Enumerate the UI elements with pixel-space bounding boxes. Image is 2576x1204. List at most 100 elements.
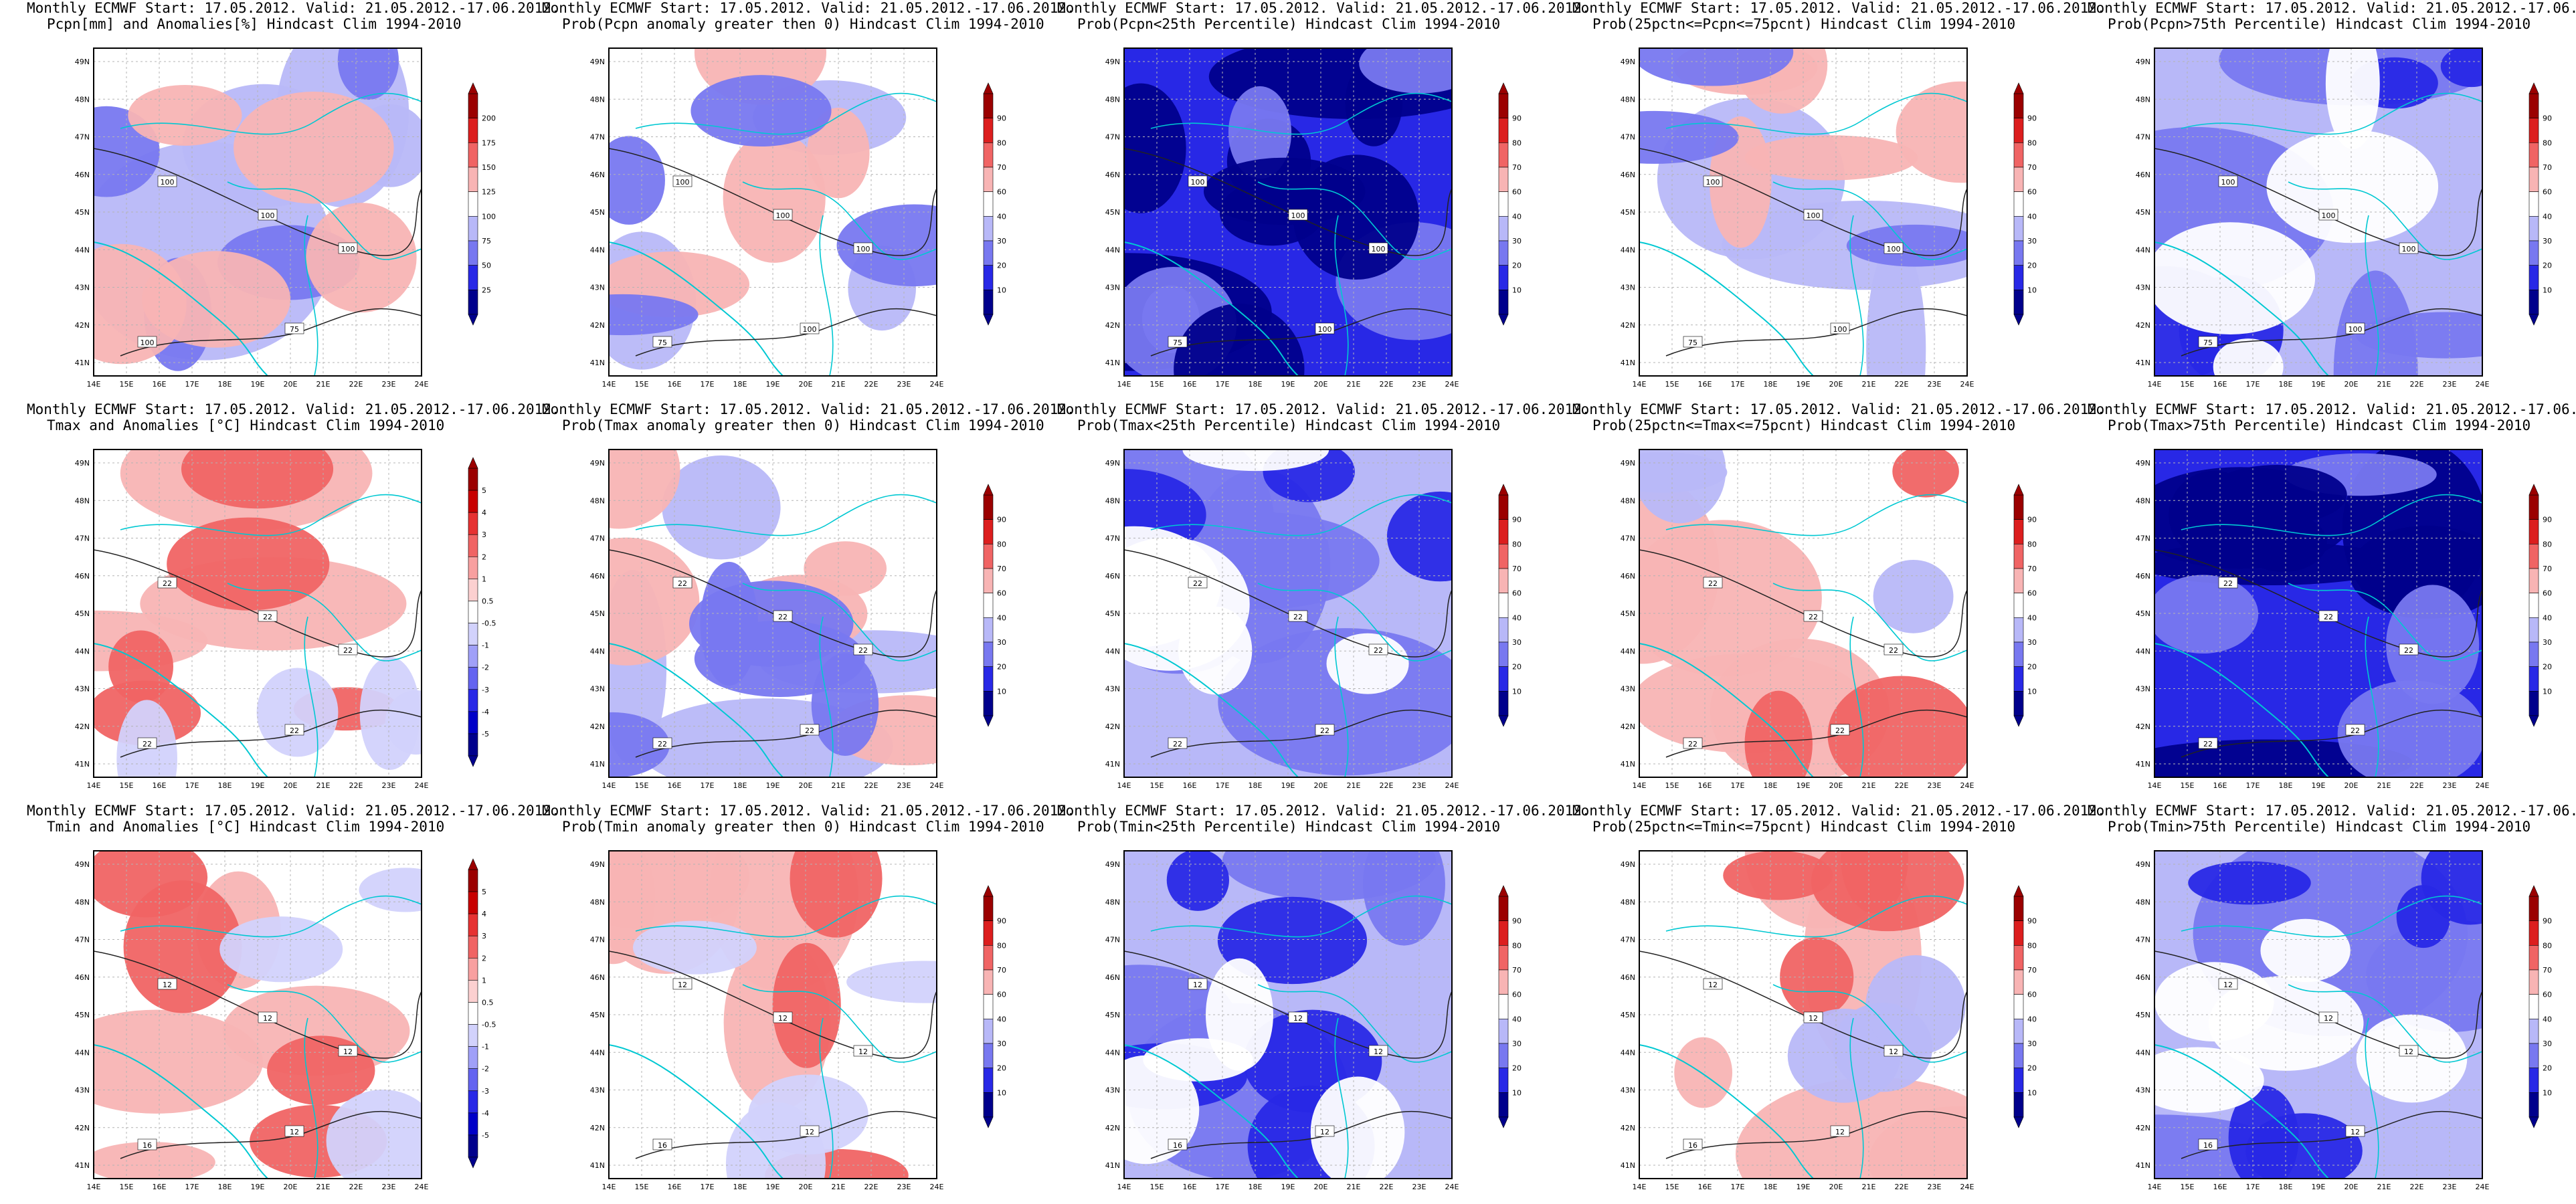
contour-label: 75: [2198, 336, 2218, 348]
legend-swatch: [2013, 544, 2024, 569]
svg-text:22: 22: [2324, 613, 2333, 621]
country-border: [819, 215, 834, 376]
legend-swatch: [2528, 191, 2539, 217]
panel-subtitle: Prob(Pcpn<25th Percentile) Hindcast Clim…: [1077, 16, 1501, 32]
anomaly-blob: [359, 868, 422, 912]
x-tick-label: 24E: [930, 781, 944, 790]
legend-swatch: [2528, 290, 2539, 315]
panel-title-header: Monthly ECMWF Start: 17.05.2012. Valid: …: [2088, 803, 2576, 819]
anomaly-blob: [2213, 338, 2284, 376]
anomaly-blob: [1674, 1037, 1733, 1108]
legend-label: 10: [997, 1088, 1006, 1097]
svg-text:12: 12: [778, 1014, 788, 1023]
legend-label: 30: [2543, 638, 2552, 647]
y-tick-label: 43N: [75, 284, 90, 292]
y-tick-label: 47N: [1105, 133, 1120, 142]
legend-swatch: [468, 869, 478, 892]
map-field: 12 12 12 12 16: [1639, 851, 1967, 1179]
y-tick-label: 45N: [1105, 609, 1120, 618]
svg-text:22: 22: [1889, 646, 1898, 655]
country-border: [1772, 583, 1967, 662]
svg-text:100: 100: [856, 245, 870, 254]
map-panel: Monthly ECMWF Start: 17.05.2012. Valid: …: [1030, 803, 1590, 1204]
x-tick-label: 17E: [701, 380, 715, 389]
anomaly-blob: [2386, 585, 2480, 704]
panel-subtitle: Tmin and Anomalies [°C] Hindcast Clim 19…: [47, 819, 445, 835]
contour-label: 22: [1188, 577, 1208, 589]
svg-text:100: 100: [1372, 245, 1386, 254]
contour-label: 75: [652, 336, 672, 348]
legend-swatch: [2528, 896, 2539, 921]
panel-title: Monthly ECMWF Start: 17.05.2012. Valid: …: [1057, 803, 1590, 835]
x-tick-label: 22E: [1380, 781, 1394, 790]
x-tick-label: 19E: [1797, 380, 1811, 389]
y-tick-label: 41N: [1621, 359, 1635, 367]
anomaly-blob: [94, 1142, 215, 1179]
map-svg: 22 22 22 22 22 14E 15E 16E 17E 18E 19E 20E 21E 22E 23E…: [75, 449, 496, 790]
legend-arrow-up: [2013, 885, 2024, 897]
contour-line: [1124, 549, 1452, 658]
legend-label: -3: [482, 686, 489, 694]
x-tick-label: 15E: [120, 781, 134, 790]
x-tick-label: 19E: [1281, 1183, 1295, 1191]
svg-text:100: 100: [141, 338, 155, 347]
contour-label: 75: [284, 322, 304, 334]
y-tick-label: 47N: [590, 936, 605, 944]
x-tick-label: 19E: [251, 380, 265, 389]
legend-swatch: [1498, 896, 1509, 921]
svg-text:22: 22: [778, 613, 788, 621]
contour-line: [94, 549, 422, 658]
contour-label: 100: [672, 175, 693, 187]
country-border: [1772, 984, 1967, 1063]
legend-swatch: [468, 534, 478, 557]
y-tick-label: 44N: [75, 647, 90, 656]
legend-arrow-up: [983, 885, 994, 897]
legend-colorbar: 90 80 70 60 40 30 20 10: [2013, 885, 2037, 1128]
contour-label: 100: [2318, 209, 2338, 221]
contour-label: 22: [1830, 724, 1850, 736]
y-tick-label: 44N: [590, 647, 605, 656]
anomaly-blob: [609, 449, 680, 529]
legend-arrow-down: [983, 1116, 994, 1128]
legend-label: 90: [1512, 516, 1522, 524]
contour-label: 100: [2218, 175, 2238, 187]
legend-label: 60: [1512, 188, 1522, 197]
legend-swatch: [468, 913, 478, 936]
legend-label: 20: [2027, 1064, 2037, 1073]
legend-label: 10: [997, 687, 1006, 696]
legend-label: 90: [2543, 516, 2552, 524]
svg-text:75: 75: [1688, 338, 1697, 347]
legend-label: 70: [997, 966, 1006, 975]
x-tick-label: 17E: [701, 781, 715, 790]
x-tick-label: 22E: [2410, 380, 2424, 389]
legend-label: 80: [997, 540, 1006, 548]
legend-label: 2: [482, 954, 486, 963]
legend-swatch: [983, 945, 994, 971]
anomaly-blob: [1310, 1076, 1405, 1179]
legend-swatch: [1498, 994, 1509, 1019]
y-tick-label: 42N: [1621, 321, 1635, 330]
anomaly-blob: [1865, 955, 1966, 1056]
legend-label: 90: [997, 516, 1006, 524]
contour-label: 100: [338, 242, 358, 254]
y-tick-label: 45N: [1621, 609, 1635, 618]
x-tick-label: 22E: [349, 1183, 363, 1191]
legend-swatch: [468, 891, 478, 914]
legend-colorbar: 90 80 70 60 40 30 20 10: [2528, 484, 2552, 727]
y-tick-label: 41N: [75, 760, 90, 769]
legend-label: 30: [1512, 1039, 1522, 1048]
x-tick-label: 19E: [1281, 380, 1295, 389]
y-tick-label: 43N: [2136, 685, 2150, 694]
map-svg: 100 100 100 100 75 14E 15E 16E 17E 18E 19E 20E 21E 22…: [2136, 47, 2552, 389]
map-frame: [2154, 47, 2483, 377]
country-border: [1257, 984, 1452, 1063]
svg-text:12: 12: [2351, 1128, 2360, 1136]
legend-label: 0.5: [482, 998, 494, 1007]
y-tick-label: 43N: [2136, 1086, 2150, 1095]
x-tick-label: 20E: [799, 781, 813, 790]
svg-text:16: 16: [1688, 1141, 1697, 1150]
map-panel: Monthly ECMWF Start: 17.05.2012. Valid: …: [515, 401, 1075, 803]
y-tick-label: 48N: [2136, 95, 2150, 104]
y-tick-label: 43N: [1105, 284, 1120, 292]
legend-swatch: [2013, 1068, 2024, 1093]
